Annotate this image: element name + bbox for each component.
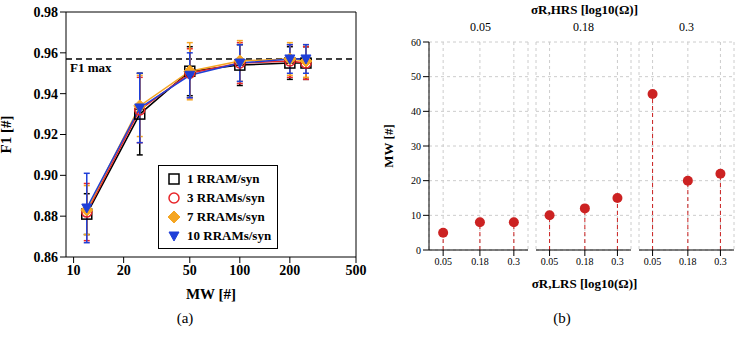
svg-text:F1 max: F1 max [70, 60, 112, 75]
svg-text:500: 500 [346, 263, 367, 278]
svg-text:MW [#]: MW [#] [186, 286, 236, 302]
svg-text:0.05: 0.05 [644, 256, 662, 267]
html-text:σR,LRS [log10(Ω)]: σR,LRS [log10(Ω)] [531, 276, 638, 291]
svg-text:40: 40 [411, 106, 421, 117]
svg-text:0.98: 0.98 [34, 5, 59, 20]
svg-text:0.88: 0.88 [34, 209, 59, 224]
svg-text:0.18: 0.18 [679, 256, 697, 267]
html-text:0.05: 0.05 [470, 20, 491, 34]
svg-text:0.92: 0.92 [34, 127, 59, 142]
svg-text:0.05: 0.05 [434, 256, 452, 267]
html-text:0.18: 0.18 [573, 20, 594, 34]
svg-text:0: 0 [416, 245, 421, 256]
svg-text:MW [#]: MW [#] [382, 124, 396, 167]
svg-text:F1 [#]: F1 [#] [8, 116, 14, 154]
svg-text:10: 10 [411, 210, 421, 221]
svg-text:0.3: 0.3 [714, 256, 727, 267]
html-text:3 RRAMs/syn: 3 RRAMs/syn [187, 190, 265, 205]
svg-text:50: 50 [411, 71, 421, 82]
svg-text:10: 10 [67, 263, 81, 278]
svg-text:20: 20 [117, 263, 131, 278]
html-text:1 RRAM/syn: 1 RRAM/syn [187, 171, 260, 186]
svg-text:200: 200 [279, 263, 300, 278]
svg-text:20: 20 [411, 175, 421, 186]
html-text:10 RRAMs/syn: 10 RRAMs/syn [187, 228, 272, 243]
svg-text:100: 100 [229, 263, 250, 278]
svg-text:30: 30 [411, 141, 421, 152]
svg-text:0.94: 0.94 [34, 87, 59, 102]
html-text:0.3: 0.3 [679, 20, 694, 34]
svg-text:0.05: 0.05 [541, 256, 559, 267]
svg-text:50: 50 [183, 263, 197, 278]
html-text:σR,HRS [log10(Ω)]: σR,HRS [log10(Ω)] [531, 2, 638, 17]
html-text:(a): (a) [176, 310, 194, 326]
svg-text:0.86: 0.86 [34, 250, 59, 265]
html-text:(b): (b) [553, 310, 571, 326]
svg-text:60: 60 [411, 37, 421, 48]
svg-text:0.3: 0.3 [508, 256, 521, 267]
svg-text:0.90: 0.90 [34, 168, 59, 183]
html-text:7 RRAMs/syn: 7 RRAMs/syn [187, 209, 265, 224]
svg-text:0.3: 0.3 [611, 256, 624, 267]
svg-text:0.18: 0.18 [576, 256, 594, 267]
svg-text:0.18: 0.18 [471, 256, 489, 267]
svg-text:0.96: 0.96 [34, 46, 59, 61]
